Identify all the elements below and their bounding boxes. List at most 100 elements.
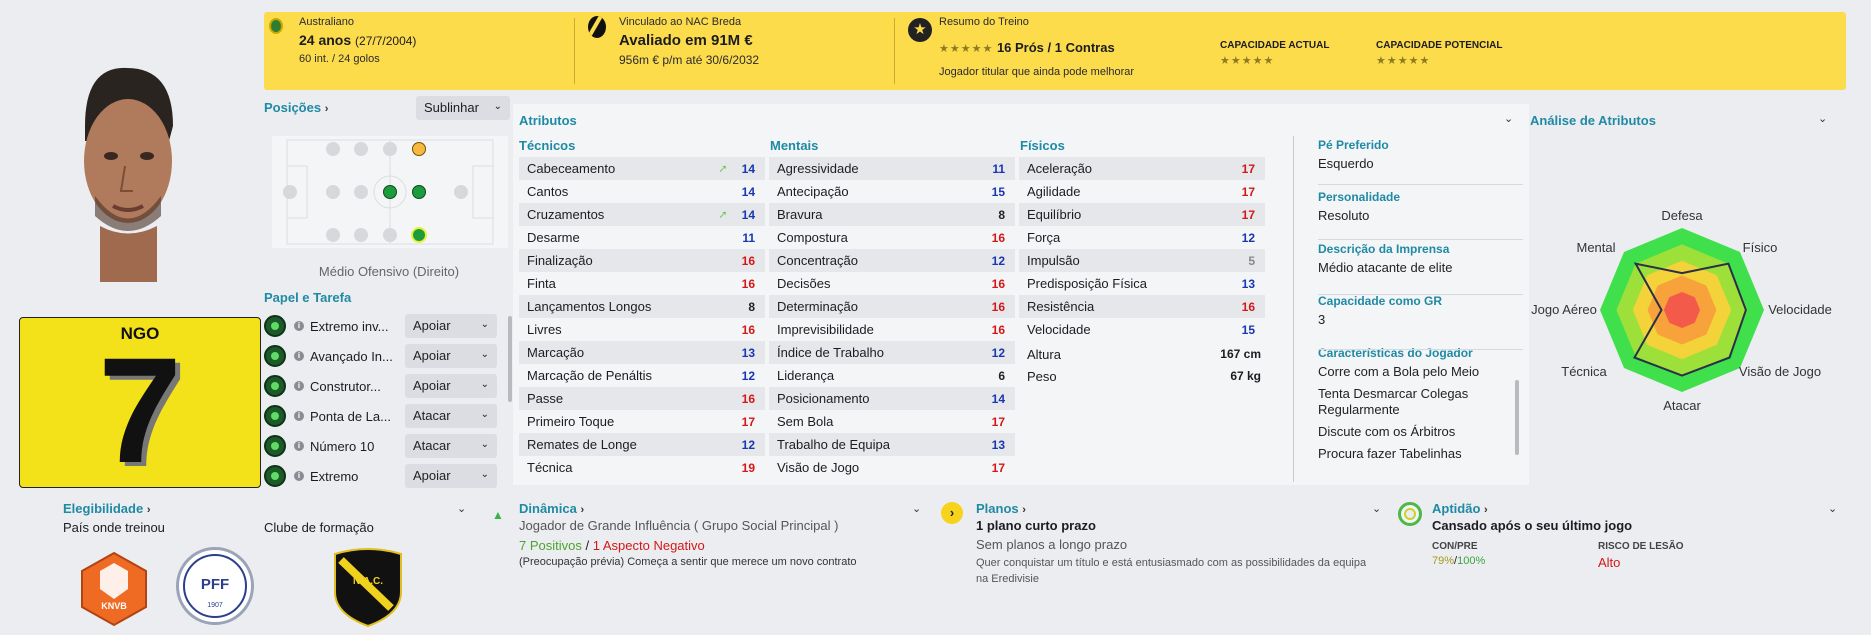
role-item[interactable]: i Avançado In... Apoiar ⌄ — [264, 341, 510, 371]
highlight-dropdown[interactable]: Sublinhar ⌄ — [416, 96, 510, 120]
attribute-row[interactable]: Cantos 14 — [519, 180, 765, 203]
plans-chevron-down-icon[interactable]: ⌄ — [1372, 503, 1382, 515]
radar-label: Mental — [1577, 240, 1616, 255]
positions-title[interactable]: Posições › — [264, 100, 329, 115]
attribute-name: Marcação de Penáltis — [527, 368, 653, 383]
radar-label: Jogo Aéreo — [1531, 302, 1597, 317]
attribute-row[interactable]: Liderança 6 — [769, 364, 1015, 387]
position-dot — [383, 228, 397, 242]
fitness-title[interactable]: Aptidão › — [1432, 501, 1488, 516]
position-dot — [326, 228, 340, 242]
attribute-row[interactable]: Visão de Jogo 17 — [769, 456, 1015, 479]
attribute-row[interactable]: Bravura 8 — [769, 203, 1015, 226]
attribute-row[interactable]: Compostura 16 — [769, 226, 1015, 249]
attribute-row[interactable]: Predisposição Física 13 — [1019, 272, 1265, 295]
attribute-row[interactable]: Cabeceamento ➚ 14 — [519, 157, 765, 180]
attribute-row[interactable]: Resistência 16 — [1019, 295, 1265, 318]
attribute-row[interactable]: Finalização 16 — [519, 249, 765, 272]
duty-dropdown[interactable]: Atacar ⌄ — [405, 434, 497, 458]
plans-arrow-icon: › — [941, 502, 963, 524]
attribute-value: 17 — [1241, 207, 1255, 222]
attribute-value: 17 — [991, 414, 1005, 429]
duty-dropdown[interactable]: Atacar ⌄ — [405, 404, 497, 428]
role-item[interactable]: i Construtor... Apoiar ⌄ — [264, 371, 510, 401]
duty-label: Atacar — [413, 408, 451, 423]
attribute-row[interactable]: Agilidade 17 — [1019, 180, 1265, 203]
attribute-row[interactable]: Impulsão 5 — [1019, 249, 1265, 272]
info-icon[interactable]: i — [294, 441, 304, 451]
role-item[interactable]: i Extremo inv... Apoiar ⌄ — [264, 311, 510, 341]
attribute-row[interactable]: Primeiro Toque 17 — [519, 410, 765, 433]
attribute-row[interactable]: Passe 16 — [519, 387, 765, 410]
attribute-row[interactable]: Cruzamentos ➚ 14 — [519, 203, 765, 226]
dynamics-title[interactable]: Dinâmica › — [519, 501, 585, 516]
attribute-row[interactable]: Velocidade 15 — [1019, 318, 1265, 341]
duty-dropdown[interactable]: Apoiar ⌄ — [405, 344, 497, 368]
plans-title[interactable]: Planos › — [976, 501, 1026, 516]
club-status: Vinculado ao NAC Breda — [619, 16, 742, 28]
attribute-value: 16 — [741, 276, 755, 291]
attribute-row[interactable]: Finta 16 — [519, 272, 765, 295]
duty-dropdown[interactable]: Apoiar ⌄ — [405, 374, 497, 398]
info-icon[interactable]: i — [294, 351, 304, 361]
attribute-row[interactable]: Força 12 — [1019, 226, 1265, 249]
attribute-name: Decisões — [777, 276, 831, 291]
attribute-row[interactable]: Técnica 19 — [519, 456, 765, 479]
attribute-name: Aceleração — [1027, 161, 1093, 176]
attribute-row[interactable]: Trabalho de Equipa 13 — [769, 433, 1015, 456]
chevron-right-icon: › — [1484, 504, 1488, 516]
attribute-row[interactable]: Concentração 12 — [769, 249, 1015, 272]
fitness-chevron-down-icon[interactable]: ⌄ — [1828, 503, 1838, 515]
attribute-row[interactable]: Sem Bola 17 — [769, 410, 1015, 433]
attribute-row[interactable]: Aceleração 17 — [1019, 157, 1265, 180]
attributes-chevron-down-icon[interactable]: ⌄ — [1504, 113, 1514, 125]
attribute-row[interactable]: Equilíbrio 17 — [1019, 203, 1265, 226]
attributes-divider — [1293, 136, 1294, 482]
eligibility-title[interactable]: Elegibilidade › — [63, 501, 151, 516]
attribute-row[interactable]: Imprevisibilidade 16 — [769, 318, 1015, 341]
attribute-value: 17 — [1241, 184, 1255, 199]
duty-dropdown[interactable]: Apoiar ⌄ — [405, 314, 497, 338]
traits-scrollbar[interactable] — [1515, 380, 1519, 455]
attribute-row[interactable]: Antecipação 15 — [769, 180, 1015, 203]
attribute-name: Visão de Jogo — [777, 460, 860, 475]
attribute-row[interactable]: Marcação de Penáltis 12 — [519, 364, 765, 387]
press-value: Médio atacante de elite — [1318, 260, 1453, 275]
attribute-row[interactable]: Índice de Trabalho 12 — [769, 341, 1015, 364]
roles-scrollbar[interactable] — [508, 316, 512, 402]
duty-dropdown[interactable]: Apoiar ⌄ — [405, 464, 497, 488]
attribute-row[interactable]: Agressividade 11 — [769, 157, 1015, 180]
info-icon[interactable]: i — [294, 411, 304, 421]
info-icon[interactable]: i — [294, 321, 304, 331]
info-icon[interactable]: i — [294, 471, 304, 481]
analysis-chevron-down-icon[interactable]: ⌄ — [1818, 113, 1828, 125]
attribute-row[interactable]: Lançamentos Longos 8 — [519, 295, 765, 318]
height-row: Altura 167 cm — [1027, 347, 1261, 362]
role-pitch-icon — [264, 435, 286, 457]
attribute-row[interactable]: Decisões 16 — [769, 272, 1015, 295]
training-pros: ★★★★★ 16 Prós / 1 Contras — [939, 40, 1115, 55]
shirt-card: NGO 7 — [19, 317, 261, 494]
attribute-row[interactable]: Remates de Longe 12 — [519, 433, 765, 456]
header-bar: Australiano 24 anos (27/7/2004) 60 int. … — [264, 12, 1846, 90]
attribute-row[interactable]: Posicionamento 14 — [769, 387, 1015, 410]
chevron-right-icon: › — [1022, 504, 1026, 516]
dynamics-chevron-down-icon[interactable]: ⌄ — [912, 503, 922, 515]
role-item[interactable]: i Extremo Apoiar ⌄ — [264, 461, 510, 491]
shirt-number: 7 — [98, 326, 182, 494]
role-item[interactable]: i Ponta de La... Atacar ⌄ — [264, 401, 510, 431]
attribute-name: Sem Bola — [777, 414, 834, 429]
attribute-name: Força — [1027, 230, 1061, 245]
eligibility-chevron-down-icon[interactable]: ⌄ — [457, 503, 467, 515]
player-portrait — [65, 66, 190, 282]
duty-label: Apoiar — [413, 348, 451, 363]
attribute-row[interactable]: Marcação 13 — [519, 341, 765, 364]
attribute-value: 13 — [741, 345, 755, 360]
attribute-value: 16 — [991, 276, 1005, 291]
attribute-row[interactable]: Desarme 11 — [519, 226, 765, 249]
attribute-row[interactable]: Determinação 16 — [769, 295, 1015, 318]
info-icon[interactable]: i — [294, 381, 304, 391]
role-item[interactable]: i Número 10 Atacar ⌄ — [264, 431, 510, 461]
position-label: Médio Ofensivo (Direito) — [318, 264, 460, 279]
attribute-row[interactable]: Livres 16 — [519, 318, 765, 341]
